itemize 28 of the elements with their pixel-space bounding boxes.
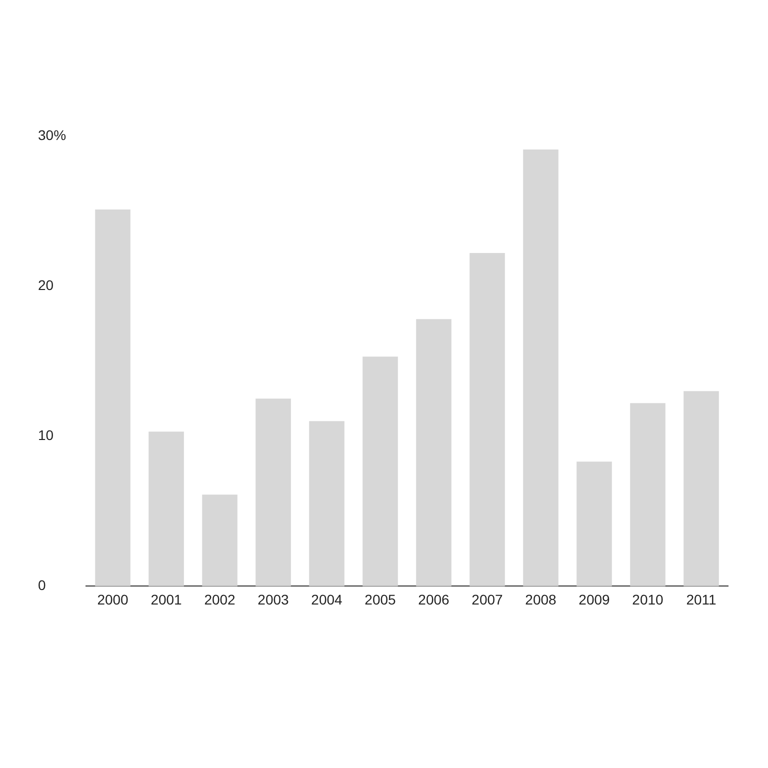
x-tick-label: 2003	[258, 591, 290, 608]
y-tick-label: 10	[38, 426, 54, 443]
bar	[256, 398, 291, 586]
bar	[95, 210, 130, 586]
bar	[362, 356, 398, 586]
bar	[576, 462, 612, 586]
bar	[684, 391, 719, 586]
y-tick-label: 30%	[38, 126, 66, 143]
x-tick-label: 2005	[364, 591, 396, 608]
y-tick-label: 0	[38, 577, 46, 594]
x-tick-label: 2004	[311, 591, 343, 608]
x-tick-label: 2009	[578, 591, 610, 608]
x-tick-label: 2008	[525, 591, 557, 608]
bar	[523, 150, 558, 586]
bar	[148, 432, 184, 586]
bar	[202, 494, 238, 586]
y-tick-label: 20	[38, 276, 54, 293]
x-tick-label: 2006	[418, 591, 450, 608]
bar	[309, 421, 344, 586]
bar	[470, 253, 505, 586]
bar	[416, 319, 452, 586]
x-tick-label: 2000	[97, 591, 129, 608]
x-tick-label: 2010	[632, 591, 664, 608]
bar	[630, 403, 666, 586]
x-tick-label: 2002	[204, 591, 236, 608]
x-tick-label: 2007	[472, 591, 504, 608]
x-tick-label: 2011	[686, 591, 717, 608]
x-tick-label: 2001	[150, 591, 182, 608]
